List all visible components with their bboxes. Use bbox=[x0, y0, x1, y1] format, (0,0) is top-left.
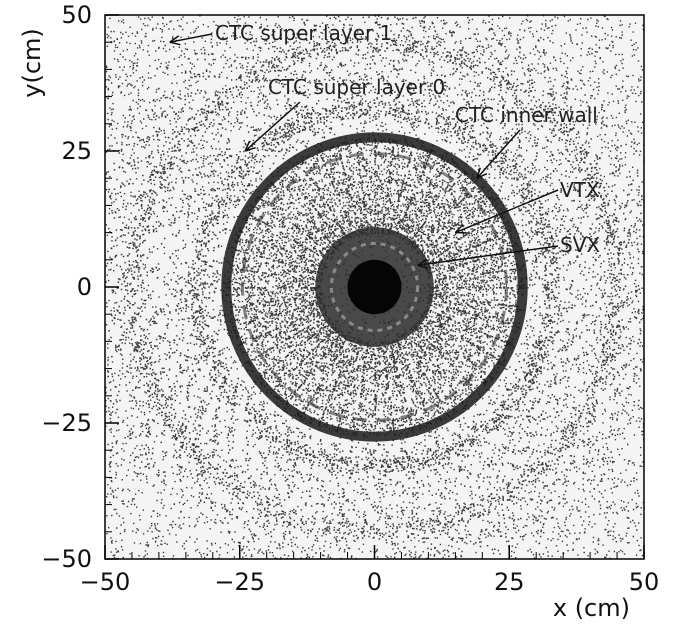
annotation-arrow bbox=[417, 245, 559, 266]
annotation-label: CTC inner wall bbox=[455, 103, 598, 127]
hit-density-map bbox=[105, 15, 644, 559]
annotation-arrow bbox=[455, 189, 559, 234]
x-tick-label: 50 bbox=[629, 568, 660, 596]
y-tick-label: 0 bbox=[77, 273, 92, 301]
annotation-arrow bbox=[244, 101, 301, 152]
plot-area bbox=[105, 15, 644, 559]
annotation-arrowhead bbox=[244, 140, 256, 152]
annotation-arrowhead bbox=[417, 258, 429, 270]
svx-ring bbox=[329, 241, 420, 333]
annotation-arrow bbox=[169, 33, 213, 43]
x-tick-label: 0 bbox=[367, 568, 382, 596]
annotation-label: CTC super layer 0 bbox=[268, 75, 445, 99]
tick-labels: −50 −25 0 25 50 50 25 0 −25 −50 bbox=[41, 1, 659, 596]
y-axis-title: y(cm) bbox=[18, 28, 46, 98]
hit-points bbox=[105, 15, 644, 559]
y-tick-label: 50 bbox=[61, 1, 92, 29]
y-tick-label: −50 bbox=[41, 545, 92, 573]
annotation-arrow bbox=[476, 129, 521, 179]
x-tick-label: 25 bbox=[494, 568, 525, 596]
annotation-label: CTC super layer 1 bbox=[215, 21, 392, 45]
ctc-inner-wall-ring bbox=[221, 132, 528, 442]
annotation-label: VTX bbox=[560, 178, 600, 202]
annotation-arrowhead bbox=[476, 167, 488, 179]
x-tick-label: −25 bbox=[214, 568, 265, 596]
annotation-arrowhead bbox=[454, 224, 467, 234]
y-tick-label: −25 bbox=[41, 409, 92, 437]
x-axis-title: x (cm) bbox=[553, 594, 630, 622]
beam-pipe-core bbox=[347, 259, 402, 315]
axis-ticks bbox=[104, 14, 645, 560]
x-tick-label: −50 bbox=[80, 568, 131, 596]
annotation-arrowhead bbox=[169, 35, 181, 46]
annotation-label: SVX bbox=[560, 233, 600, 257]
annotations: CTC super layer 1 CTC super layer 0 CTC in… bbox=[169, 21, 600, 270]
ctc-wall-inner-ring bbox=[240, 152, 509, 422]
y-tick-label: 25 bbox=[61, 137, 92, 165]
